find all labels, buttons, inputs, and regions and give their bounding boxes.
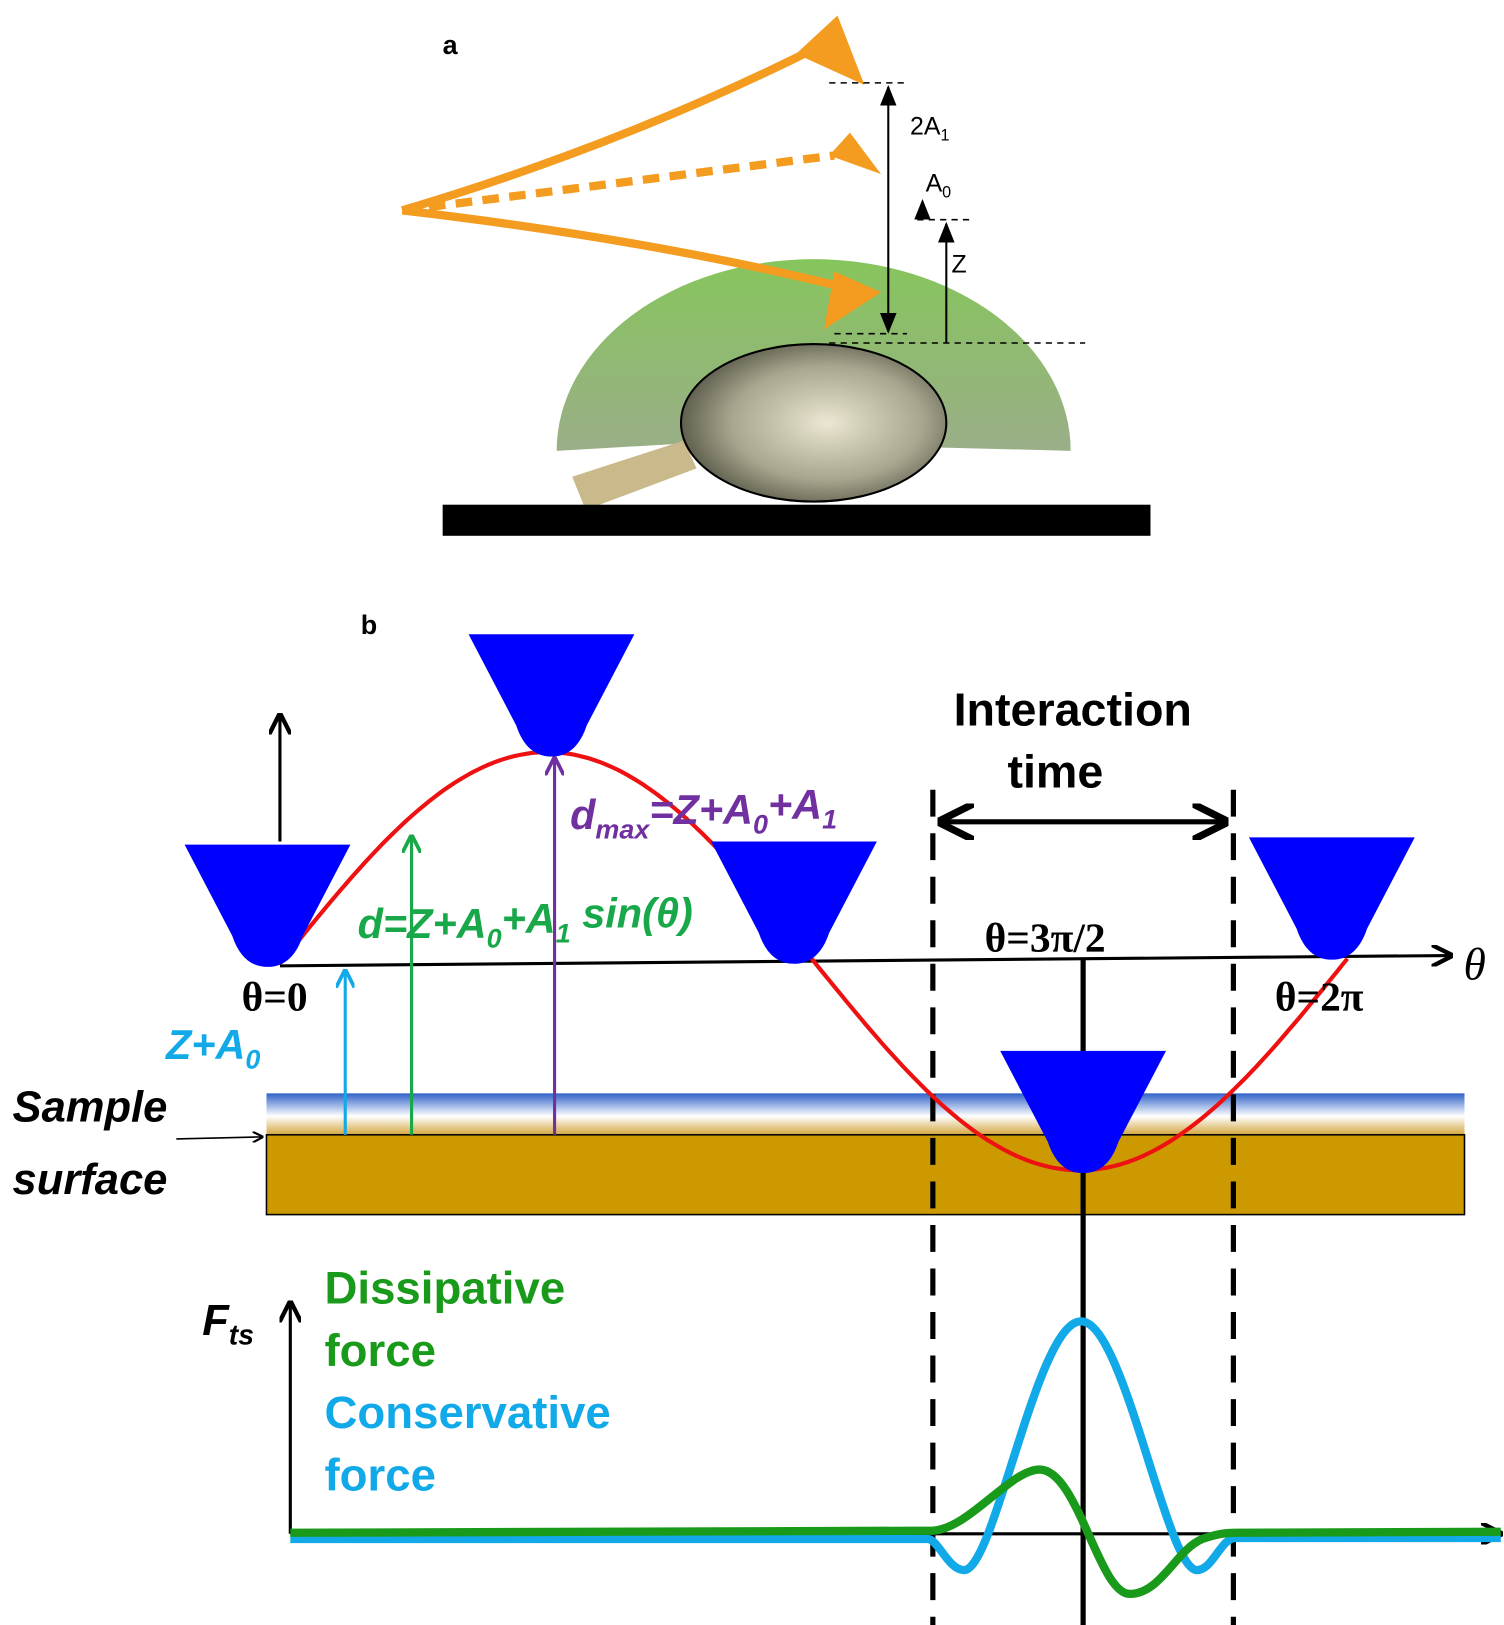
text-part: Interaction (954, 683, 1192, 735)
page: a 2A1 A0 Z b (0, 0, 1504, 1625)
text-part: 1 (940, 126, 949, 144)
text-part: Conservative (325, 1387, 611, 1438)
sample-label: Sample surface (13, 1083, 168, 1204)
text-part: force (325, 1325, 436, 1376)
free-amplitude-label: A0 (926, 170, 952, 202)
text-part: surface (13, 1156, 168, 1204)
text-part: 2A (910, 113, 941, 141)
text-part: max (595, 815, 650, 845)
diagram: a 2A1 A0 Z b (0, 0, 1504, 1625)
dissipative-curve (290, 1470, 1500, 1594)
axis-label: θ (1463, 938, 1485, 989)
text-part: force (325, 1449, 436, 1500)
pointer (176, 1137, 262, 1139)
text-part: +A (502, 895, 556, 942)
water-layer (266, 1093, 1464, 1134)
offset-label: Z+A0 (165, 1021, 260, 1074)
text-part: ts (229, 1319, 254, 1351)
text-part: 0 (245, 1045, 260, 1075)
text-part: =Z+A (649, 786, 753, 833)
sample (266, 1135, 1464, 1215)
theta-label: θ=3π/2 (985, 914, 1106, 960)
text-part: time (1007, 746, 1103, 798)
cantilever (402, 47, 834, 285)
text-part: sin(θ) (571, 890, 693, 937)
legend-entry: Dissipative force (325, 1263, 566, 1376)
theta-label: θ=0 (242, 973, 308, 1019)
text-part: d (570, 791, 597, 838)
text-part: 1 (556, 918, 571, 948)
text-part: 0 (753, 809, 768, 839)
theta-label: θ=2π (1275, 973, 1364, 1019)
linker (572, 440, 696, 509)
particle (681, 344, 946, 502)
interaction-time-label: Interaction time (954, 683, 1192, 797)
text-part: Dissipative (325, 1263, 566, 1314)
text-part: +A (768, 781, 822, 828)
amplitude-label: 2A1 (910, 113, 949, 145)
text-part: Sample (13, 1083, 168, 1131)
force-label: Fts (202, 1297, 254, 1351)
theta-axis (280, 956, 1451, 966)
panel-label: a (443, 30, 459, 60)
substrate (443, 505, 1151, 536)
z-label: Z (951, 251, 966, 279)
text-part: F (202, 1297, 230, 1345)
text-part: Z+A (165, 1021, 245, 1068)
text-part: 0 (942, 183, 951, 201)
panel-label: b (361, 610, 377, 640)
text-part: d=Z+A (358, 900, 487, 947)
distance-label: d=Z+A0+A1 sin(θ) (358, 890, 693, 954)
text-part: 1 (822, 804, 837, 834)
text-part: 0 (487, 923, 502, 953)
legend-entry: Conservative force (325, 1387, 611, 1500)
text-part: A (926, 170, 943, 198)
